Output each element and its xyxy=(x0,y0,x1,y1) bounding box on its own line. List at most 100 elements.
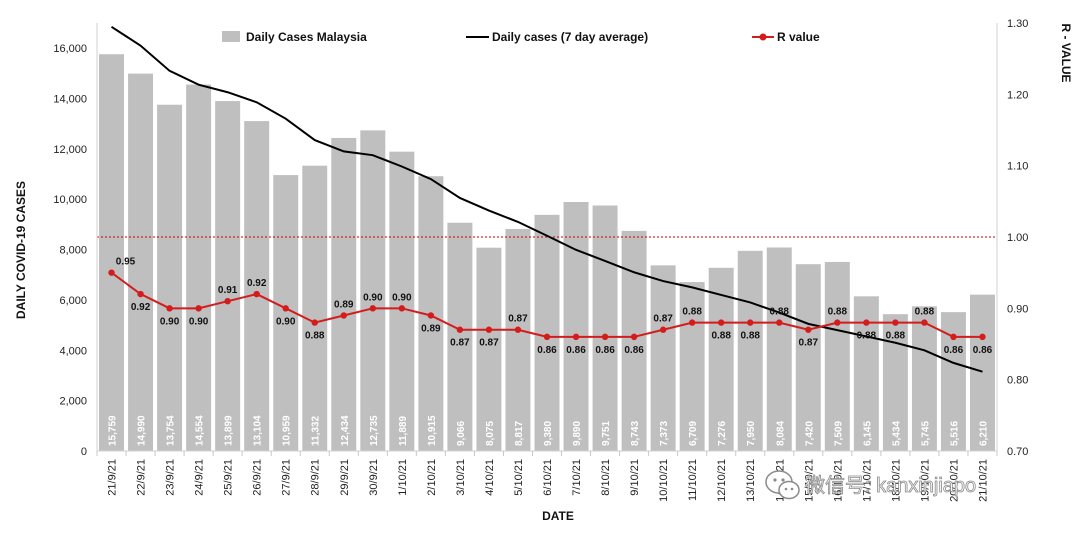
bar-value-label: 7,420 xyxy=(804,421,815,446)
r-value-label: 0.88 xyxy=(915,307,935,318)
r-value-label: 0.86 xyxy=(595,345,615,356)
bar-value-label: 8,743 xyxy=(630,421,641,446)
x-axis-title: DATE xyxy=(542,509,574,523)
bar-value-label: 6,210 xyxy=(978,421,989,446)
r-value-point xyxy=(659,326,667,333)
bar xyxy=(534,214,560,451)
bars-layer: 15,759 14,990 13,754 14,554 13,899 13,104 10,9… xyxy=(99,54,995,452)
r-value-label: 0.89 xyxy=(334,299,354,310)
bar xyxy=(157,104,183,451)
watermark-text: 微信号: kanxinjiapo xyxy=(805,474,976,497)
r-value-label: 0.88 xyxy=(857,331,877,342)
y-tick-label: 10,000 xyxy=(53,194,87,206)
bar xyxy=(331,137,357,452)
bar-value-label: 6,709 xyxy=(688,421,699,446)
bar xyxy=(737,250,763,451)
r-value-label: 0.86 xyxy=(624,345,644,356)
bar xyxy=(592,205,618,451)
r-value-point xyxy=(456,326,464,333)
r-value-label: 0.88 xyxy=(682,307,702,318)
r-value-label: 0.87 xyxy=(450,338,470,349)
r-value-label: 0.90 xyxy=(363,292,383,303)
bar-value-label: 10,959 xyxy=(282,415,293,446)
r-value-point xyxy=(282,305,289,312)
bar xyxy=(882,314,908,451)
x-tick-label: 26/9/21 xyxy=(252,459,264,496)
average-line-layer xyxy=(110,25,983,373)
y2-tick-label: 1.10 xyxy=(1007,161,1028,173)
bar-value-label: 15,759 xyxy=(108,415,119,446)
r-value-point xyxy=(166,305,173,312)
r-value-label: 0.88 xyxy=(711,331,731,342)
y-tick-label: 8,000 xyxy=(59,245,87,257)
x-tick-label: 13/10/21 xyxy=(745,459,757,502)
r-value-label: 0.89 xyxy=(421,323,441,334)
wechat-icon xyxy=(765,470,800,500)
axes-layer: 0 2,000 4,000 6,000 8,000 10,000 12,000 14,000 1… xyxy=(53,18,1028,502)
bar-value-label: 7,950 xyxy=(746,421,757,446)
bar-value-label: 12,735 xyxy=(369,415,380,446)
watermark: 微信号: kanxinjiapo xyxy=(765,470,977,500)
x-tick-label: 9/10/21 xyxy=(629,459,641,496)
r-value-label: 0.87 xyxy=(508,314,528,325)
bar-value-label: 11,332 xyxy=(311,416,322,446)
y-tick-label: 14,000 xyxy=(53,94,87,106)
x-tick-label: 28/9/21 xyxy=(310,459,322,496)
bar xyxy=(360,130,386,452)
x-tick-label: 23/9/21 xyxy=(165,459,177,496)
r-value-label: 0.88 xyxy=(770,307,790,318)
r-value-label: 0.90 xyxy=(189,316,209,327)
r-value-label: 0.91 xyxy=(218,285,238,296)
r-value-label: 0.86 xyxy=(944,345,964,356)
bar-value-label: 8,817 xyxy=(514,421,525,446)
bar xyxy=(389,151,415,451)
bar xyxy=(447,222,473,451)
bar-value-label: 7,276 xyxy=(717,421,728,446)
bar xyxy=(99,54,124,452)
bar xyxy=(505,229,531,451)
r-value-point xyxy=(979,333,986,341)
bar-value-label: 5,745 xyxy=(920,421,931,446)
r-value-label: 0.88 xyxy=(305,331,325,342)
r-value-label: 0.88 xyxy=(886,331,906,342)
bar xyxy=(128,73,154,451)
bar xyxy=(650,265,676,451)
y-tick-label: 12,000 xyxy=(53,144,87,156)
r-value-point xyxy=(572,333,580,341)
x-tick-label: 18/10/21 xyxy=(890,459,902,502)
bar xyxy=(302,165,328,451)
y2-tick-label: 1.30 xyxy=(1007,18,1028,30)
r-value-label: 0.92 xyxy=(131,302,151,313)
bar-value-label: 5,516 xyxy=(949,421,960,446)
r-value-layer: 0.95 0.92 0.90 0.90 0.91 0.92 0.90 0.88 0.89 0.90… xyxy=(108,257,993,356)
y-axis-title: DAILY COVID-19 CASES xyxy=(14,181,28,319)
bar-value-label: 11,889 xyxy=(398,416,409,446)
legend-label-r: R value xyxy=(777,30,820,44)
bar xyxy=(766,247,792,451)
x-tick-label: 21/10/21 xyxy=(977,459,989,502)
bar xyxy=(708,267,734,451)
r-value-point xyxy=(427,312,435,319)
r-value-point xyxy=(137,290,144,298)
r-value-label: 0.87 xyxy=(653,314,673,325)
r-value-label: 0.86 xyxy=(973,345,993,356)
bar-value-label: 6,145 xyxy=(862,421,873,446)
x-tick-label: 6/10/21 xyxy=(542,459,554,496)
x-tick-label: 12/10/21 xyxy=(716,459,728,502)
x-tick-label: 22/9/21 xyxy=(136,459,148,496)
r-value-point xyxy=(776,319,783,326)
bar xyxy=(563,202,589,451)
legend-swatch-bars xyxy=(222,31,240,42)
average-line xyxy=(110,25,983,373)
r-value-point xyxy=(892,319,899,326)
r-value-point xyxy=(369,305,377,312)
r-value-label: 0.92 xyxy=(247,278,267,289)
r-value-label: 0.87 xyxy=(799,338,819,349)
r-value-point xyxy=(834,319,841,326)
r-value-point xyxy=(224,298,231,305)
r-value-point xyxy=(108,269,115,276)
r-value-point xyxy=(863,319,870,326)
r-value-point xyxy=(630,333,638,341)
r-value-point xyxy=(688,319,696,326)
r-value-point xyxy=(253,290,260,298)
